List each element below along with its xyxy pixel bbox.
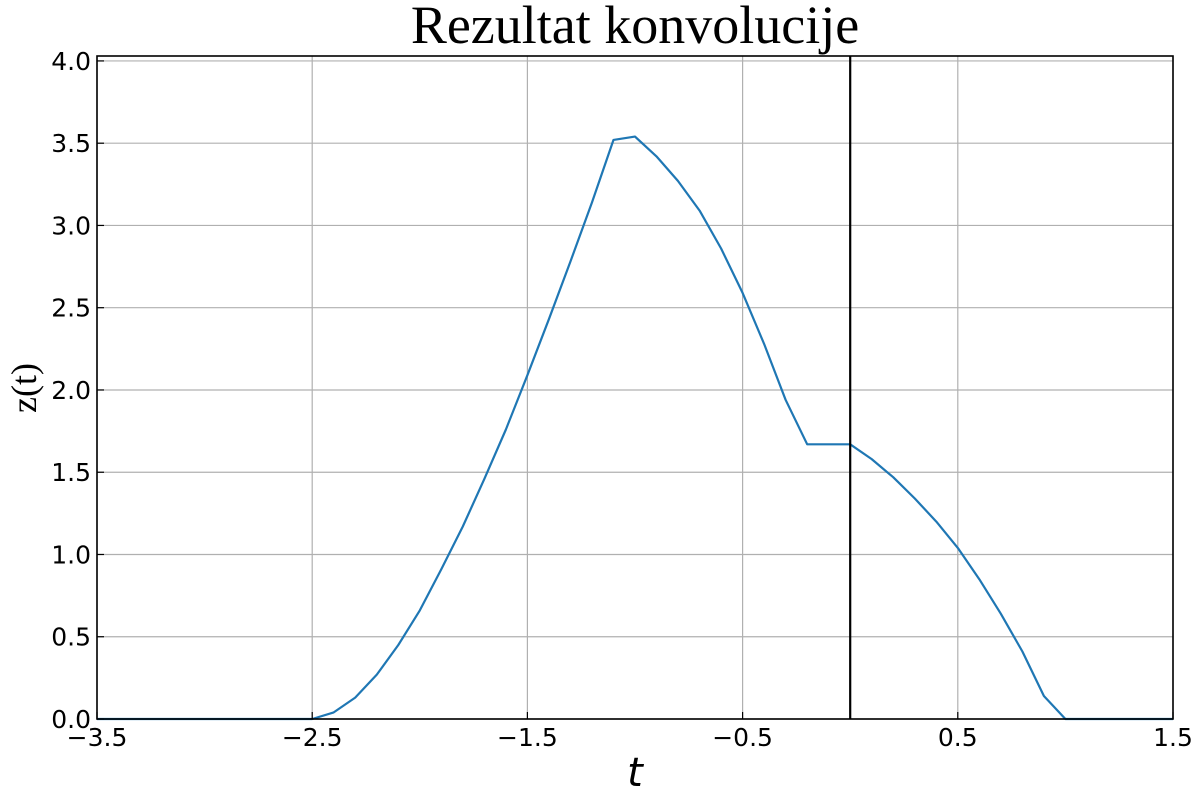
x-tick-label: 0.5 bbox=[938, 723, 978, 752]
y-tick-label: 1.0 bbox=[51, 540, 91, 569]
y-tick-label: 2.5 bbox=[51, 294, 91, 323]
y-axis-label: z(t) bbox=[4, 363, 44, 413]
y-tick-label: 2.0 bbox=[51, 376, 91, 405]
y-tick-label: 3.5 bbox=[51, 129, 91, 158]
x-tick-label: −3.5 bbox=[67, 723, 128, 752]
chart-title: Rezultat konvolucije bbox=[411, 0, 859, 55]
y-tick-label: 0.0 bbox=[51, 705, 91, 734]
plot-frame bbox=[96, 55, 1174, 720]
x-tick-label: −2.5 bbox=[282, 723, 343, 752]
y-tick-label: 3.0 bbox=[51, 211, 91, 240]
y-tick-label: 4.0 bbox=[51, 47, 91, 76]
y-tick-label: 0.5 bbox=[51, 623, 91, 652]
series-line bbox=[97, 135, 1173, 721]
ticks-layer: −3.5 −2.5 −1.5 −0.5 0.5 1.5 0.0 0.5 1.0 1.5 2.0 2.5… bbox=[51, 47, 1193, 752]
x-tick-label: −1.5 bbox=[497, 723, 558, 752]
x-axis-label: t bbox=[627, 750, 644, 796]
grid-layer bbox=[96, 56, 1174, 720]
x-tick-label: −0.5 bbox=[712, 723, 773, 752]
y-tick-label: 1.5 bbox=[51, 458, 91, 487]
series-layer bbox=[97, 135, 1173, 721]
x-tick-label: 1.5 bbox=[1153, 723, 1193, 752]
